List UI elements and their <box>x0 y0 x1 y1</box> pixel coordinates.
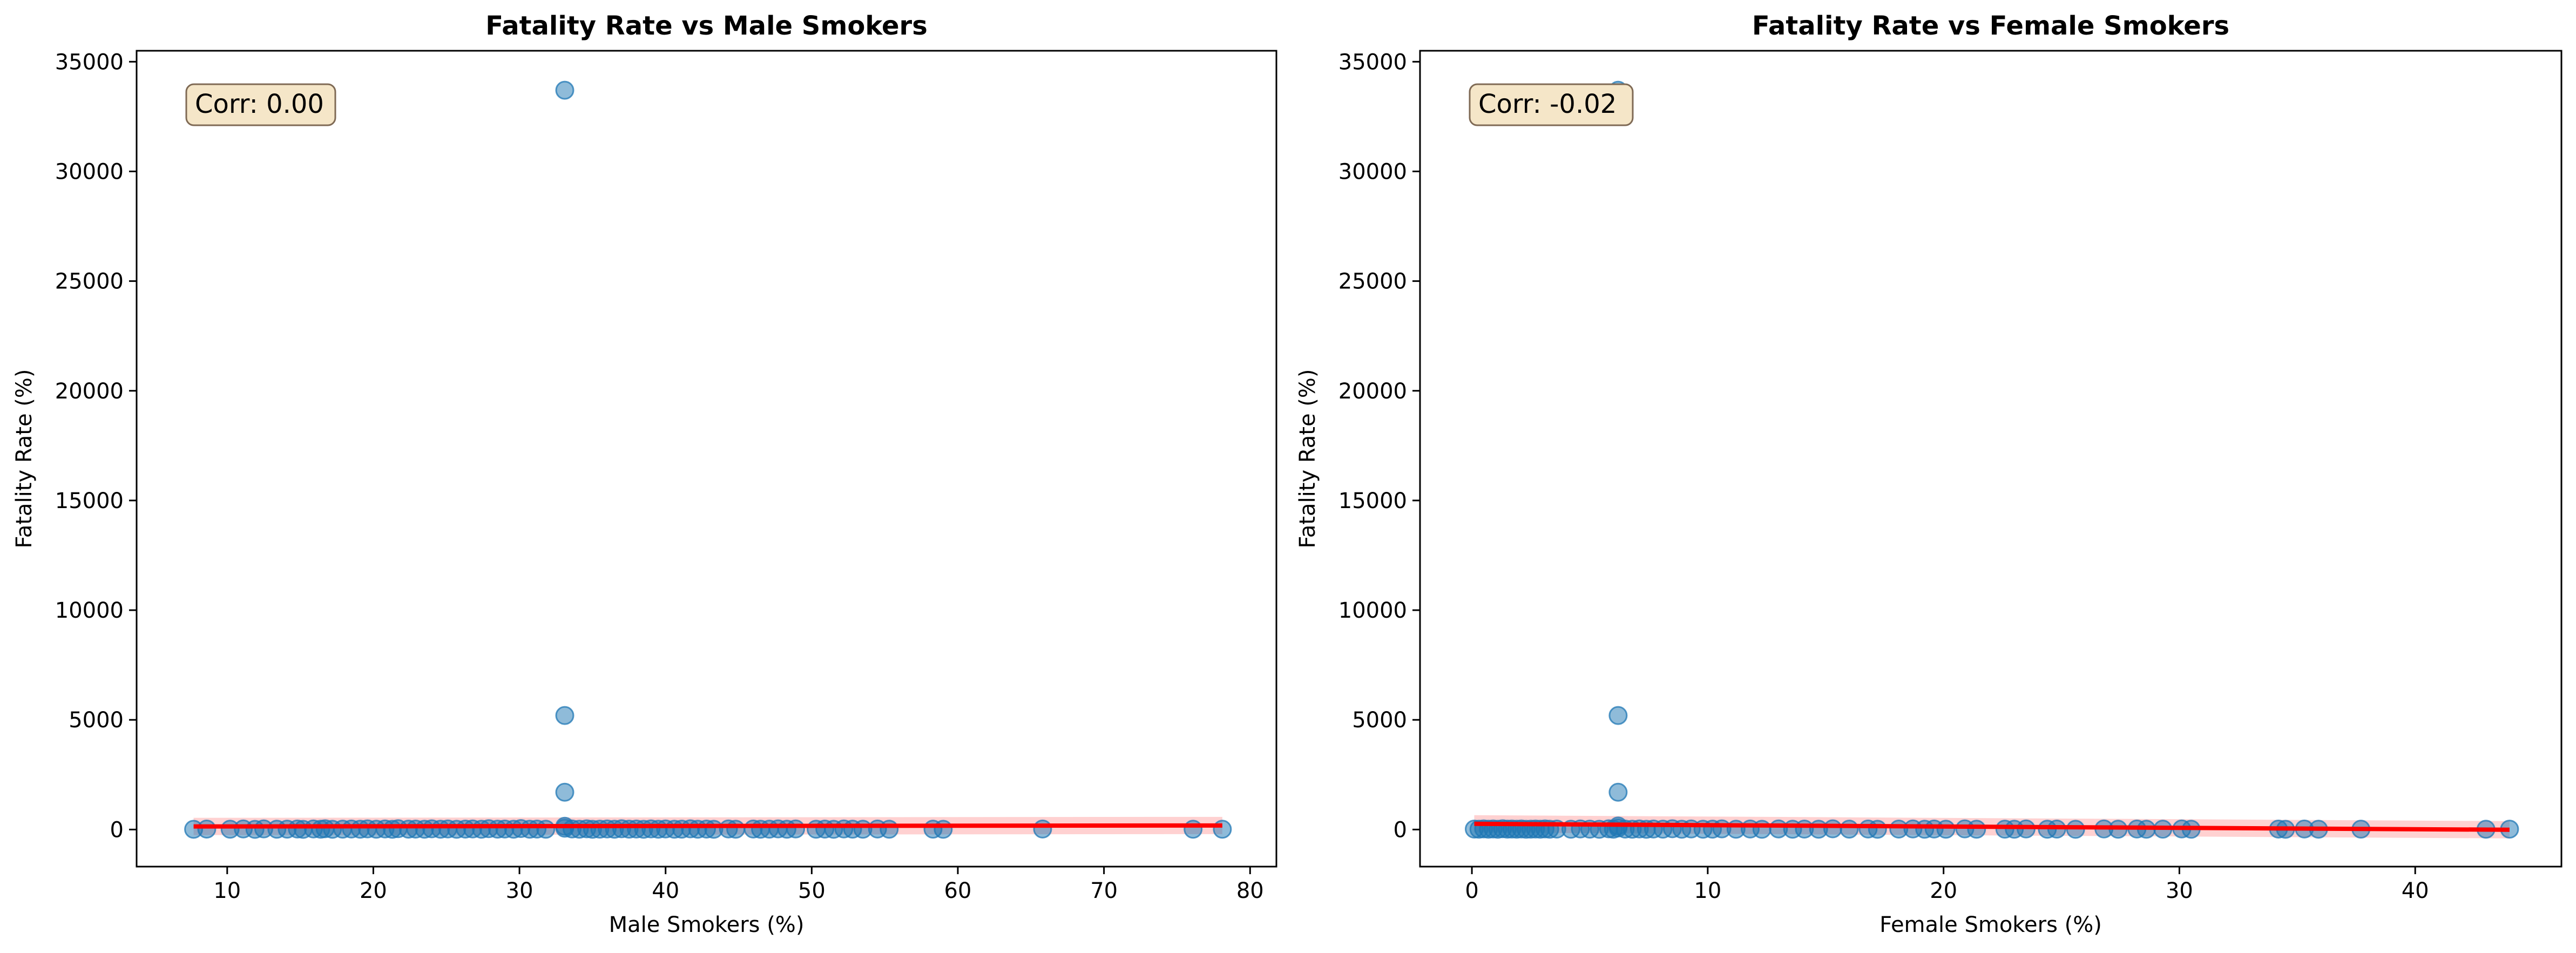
regression-line <box>1474 821 2510 832</box>
data-point <box>880 820 899 839</box>
data-point <box>555 782 574 802</box>
x-tick-label: 20 <box>360 878 387 903</box>
y-tick-label: 35000 <box>55 50 124 75</box>
correlation-box <box>1469 83 1634 126</box>
data-point <box>1936 820 1956 839</box>
y-tick-label: 25000 <box>1338 269 1407 294</box>
y-axis-label: Fatality Rate (%) <box>1295 369 1320 549</box>
data-point <box>1840 820 1859 839</box>
y-tick-label: 5000 <box>69 708 124 733</box>
y-tick-label: 0 <box>110 817 124 842</box>
data-point <box>1608 706 1628 725</box>
data-point <box>1608 782 1628 802</box>
y-tick-label: 15000 <box>55 489 124 513</box>
y-tick-label: 25000 <box>55 269 124 294</box>
data-point <box>536 820 556 839</box>
x-tick-label: 80 <box>1236 878 1264 903</box>
x-tick-label: 40 <box>652 878 679 903</box>
male-smokers-panel: 10 20 30 40 50 60 70 80 0 5000 10000 15000 20000 2500… <box>12 11 1277 937</box>
data-point <box>726 820 746 839</box>
correlation-label: Corr: 0.00 <box>195 89 324 119</box>
x-tick-label: 10 <box>213 878 241 903</box>
data-point <box>1823 819 1842 839</box>
x-axis-label: Female Smokers (%) <box>1879 913 2102 937</box>
y-axis-label: Fatality Rate (%) <box>12 369 37 549</box>
data-point <box>1967 820 1986 839</box>
x-tick-label: 30 <box>506 878 533 903</box>
regression-line <box>193 823 1222 829</box>
chart-title: Fatality Rate vs Male Smokers <box>485 11 928 41</box>
y-tick-label: 30000 <box>55 159 124 184</box>
x-tick-label: 0 <box>1465 878 1478 903</box>
scatter-points <box>1465 80 2519 839</box>
data-point <box>1752 820 1772 839</box>
y-tick-label: 35000 <box>1338 50 1407 75</box>
y-tick-label: 10000 <box>55 598 124 623</box>
y-tick-label: 20000 <box>55 379 124 404</box>
y-tick-label: 5000 <box>1352 708 1407 733</box>
data-point <box>1213 820 1232 839</box>
data-point <box>555 80 574 100</box>
data-point <box>197 820 217 839</box>
x-tick-label: 50 <box>798 878 826 903</box>
data-point <box>1033 819 1052 839</box>
y-tick-label: 15000 <box>1338 489 1407 513</box>
axes-frame <box>136 50 1277 868</box>
y-tick-label: 30000 <box>1338 159 1407 184</box>
y-tick-label: 0 <box>1394 817 1407 842</box>
scatter-points <box>184 80 1232 839</box>
data-point <box>1184 820 1203 839</box>
x-tick-label: 40 <box>2402 878 2429 903</box>
x-tick-label: 20 <box>1930 878 1957 903</box>
x-tick-label: 60 <box>944 878 972 903</box>
data-point <box>555 706 574 725</box>
x-tick-label: 30 <box>2166 878 2193 903</box>
y-tick-label: 10000 <box>1338 598 1407 623</box>
x-tick-label: 70 <box>1090 878 1118 903</box>
female-smokers-panel: 0 10 20 30 40 0 5000 10000 15000 20000 25000 30000 3… <box>1295 11 2563 937</box>
chart-title: Fatality Rate vs Female Smokers <box>1752 11 2229 41</box>
axes-frame <box>1419 50 2563 868</box>
x-axis-label: Male Smokers (%) <box>609 913 804 937</box>
correlation-label: Corr: -0.02 <box>1478 89 1617 119</box>
data-point <box>786 819 806 839</box>
data-point <box>1868 820 1887 839</box>
y-tick-label: 20000 <box>1338 379 1407 404</box>
x-tick-label: 10 <box>1694 878 1721 903</box>
correlation-box <box>185 83 336 126</box>
data-point <box>934 820 953 839</box>
